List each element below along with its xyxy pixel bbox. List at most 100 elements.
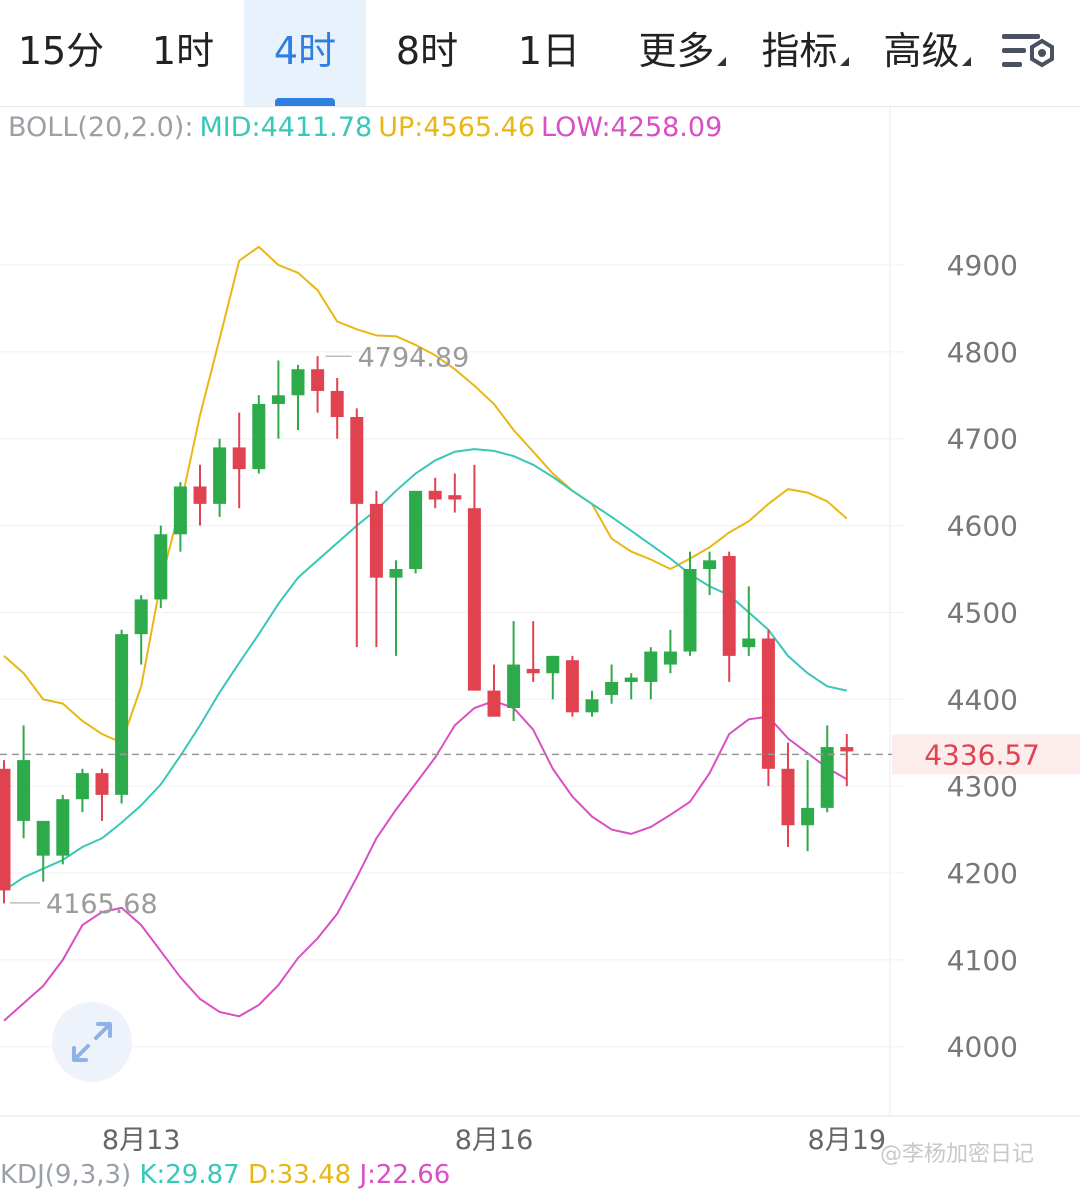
- candle: [703, 551, 717, 596]
- y-tick-label: 4200: [947, 857, 1018, 890]
- timeframe-tab-bar: 15分 1时 4时 8时 1日 更多 指标 高级: [0, 0, 1080, 107]
- candle-body: [565, 660, 579, 713]
- candle: [271, 360, 285, 439]
- candle: [56, 794, 70, 865]
- settings-list-icon[interactable]: [1000, 28, 1058, 76]
- current-price-tag: [892, 734, 1080, 775]
- candle-body: [389, 569, 403, 578]
- candle: [428, 477, 442, 509]
- tab-label: 4时: [273, 29, 337, 73]
- y-tick-label: 4600: [947, 510, 1018, 543]
- candlestick-chart[interactable]: 4000 4100 4200 4300 4400 4500 4600 4700 4800 4900…: [0, 106, 1080, 1160]
- candle-body: [291, 369, 305, 396]
- candle: [526, 621, 540, 682]
- candle-body: [350, 417, 364, 504]
- candle: [683, 551, 697, 656]
- candle: [761, 629, 775, 787]
- candle-body: [409, 490, 423, 570]
- boll-name: BOLL(20,2.0):: [8, 112, 194, 143]
- candle: [467, 464, 481, 691]
- candle: [252, 395, 266, 474]
- tab-more[interactable]: 更多: [620, 0, 744, 106]
- dropdown-triangle-icon: [961, 57, 971, 66]
- candle: [546, 655, 560, 700]
- candle: [330, 377, 344, 439]
- candle-body: [271, 395, 285, 404]
- tab-15m[interactable]: 15分: [0, 0, 122, 106]
- candle-body: [761, 638, 775, 769]
- tab-indicators[interactable]: 指标: [744, 0, 866, 106]
- candle-body: [585, 699, 599, 713]
- candle-body: [526, 668, 540, 674]
- y-tick-label: 4300: [947, 770, 1018, 803]
- candle-body: [173, 486, 187, 535]
- candle: [291, 364, 305, 431]
- candle: [311, 356, 325, 413]
- candle: [95, 768, 109, 821]
- fullscreen-expand-button[interactable]: [52, 1002, 132, 1082]
- expand-arrows-icon: [72, 1022, 112, 1062]
- candle: [840, 734, 854, 787]
- candle-body: [0, 768, 11, 891]
- tab-1h[interactable]: 1时: [122, 0, 244, 106]
- active-tab-indicator: [275, 98, 335, 106]
- tab-label: 高级: [883, 29, 960, 73]
- candle: [232, 412, 246, 509]
- candle-body: [330, 390, 344, 418]
- watermark: @李杨加密日记: [880, 1142, 1035, 1167]
- tab-label: 1日: [517, 29, 581, 73]
- candle-body: [703, 560, 717, 570]
- candle-body: [36, 820, 50, 856]
- boll-upper-line: [3, 245, 848, 745]
- candle-body: [683, 569, 697, 652]
- candle: [389, 560, 403, 656]
- kdj-d-value: D:33.48: [247, 1160, 352, 1190]
- tab-label: 15分: [17, 29, 105, 73]
- candle: [722, 551, 736, 682]
- candle: [0, 760, 11, 904]
- tab-4h[interactable]: 4时: [244, 0, 366, 106]
- dropdown-triangle-icon: [839, 57, 849, 66]
- candle: [409, 490, 423, 574]
- tab-1d[interactable]: 1日: [488, 0, 610, 106]
- y-tick-label: 4400: [947, 683, 1018, 716]
- x-tick-label: 8月19: [808, 1125, 887, 1156]
- candle-body: [742, 638, 756, 648]
- candle: [173, 482, 187, 552]
- kdj-legend: KDJ(9,3,3) K:29.87 D:33.48 J:22.66: [0, 1160, 450, 1190]
- candle-body: [428, 490, 442, 500]
- y-tick-label: 4100: [947, 944, 1018, 977]
- candle-body: [56, 799, 70, 856]
- candle-body: [213, 447, 227, 504]
- candle: [350, 408, 364, 648]
- candle-body: [722, 555, 736, 656]
- candle: [507, 621, 521, 722]
- candle-body: [17, 760, 31, 821]
- dropdown-triangle-icon: [716, 57, 726, 66]
- candle-body: [546, 655, 560, 674]
- candle: [742, 586, 756, 656]
- boll-low-value: LOW:4258.09: [541, 112, 723, 143]
- kdj-name: KDJ(9,3,3): [0, 1160, 132, 1190]
- candle-body: [781, 768, 795, 826]
- boll-legend: BOLL(20,2.0): MID:4411.78 UP:4565.46 LOW:42…: [8, 112, 728, 143]
- candle-body: [252, 403, 266, 470]
- y-tick-label: 4800: [947, 336, 1018, 369]
- candle: [781, 742, 795, 847]
- candle: [193, 464, 207, 526]
- candle: [213, 438, 227, 517]
- candle-body: [193, 486, 207, 504]
- candle-body: [95, 773, 109, 795]
- max-price-label: 4794.89: [358, 342, 470, 373]
- tab-8h[interactable]: 8时: [366, 0, 488, 106]
- candle: [585, 690, 599, 717]
- candle: [17, 725, 31, 839]
- candle: [820, 725, 834, 813]
- candle: [75, 768, 89, 813]
- candle: [663, 629, 677, 674]
- candle-body: [154, 534, 168, 600]
- candle-body: [663, 651, 677, 665]
- candle-body: [820, 747, 834, 808]
- candle-body: [624, 677, 638, 682]
- tab-advanced[interactable]: 高级: [866, 0, 988, 106]
